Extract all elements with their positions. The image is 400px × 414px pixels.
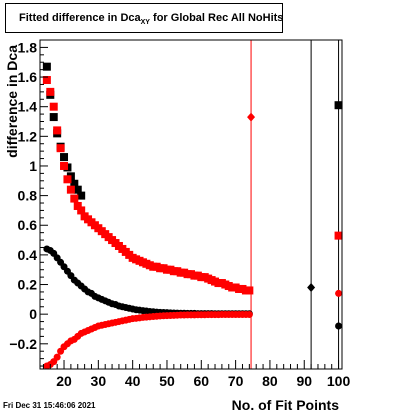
y-axis-label: difference in Dca bbox=[4, 45, 20, 158]
data-point-s0-11 bbox=[334, 101, 343, 110]
y-tick-label-5: 0.8 bbox=[18, 188, 38, 204]
data-point-s1-6 bbox=[63, 175, 72, 184]
data-point-s1-0 bbox=[42, 76, 51, 85]
data-point-s1-8 bbox=[70, 194, 79, 203]
title-prefix: Fitted difference in Dca bbox=[19, 12, 141, 24]
x-tick-label-5: 70 bbox=[228, 373, 244, 389]
x-tick-label-7: 90 bbox=[296, 373, 312, 389]
x-tick-label-0: 20 bbox=[56, 373, 72, 389]
y-tick-label-8: 1.4 bbox=[18, 99, 38, 115]
y-tick-label-4: 0.6 bbox=[18, 217, 38, 233]
data-point-s1-5 bbox=[60, 161, 69, 170]
data-point-s1-2 bbox=[49, 102, 58, 111]
data-point-s0-2 bbox=[49, 113, 58, 122]
x-tick-label-2: 40 bbox=[125, 373, 141, 389]
data-point-s0-10 bbox=[77, 191, 86, 200]
title-subscript: XY bbox=[140, 19, 150, 26]
x-tick-label-1: 30 bbox=[91, 373, 107, 389]
data-point-s1-59 bbox=[245, 286, 254, 295]
x-tick-label-3: 50 bbox=[159, 373, 175, 389]
data-point-s1-9 bbox=[73, 201, 82, 210]
data-point-s0-5 bbox=[60, 153, 69, 162]
data-point-s0-9 bbox=[73, 185, 82, 194]
data-point-s0-8 bbox=[70, 179, 79, 188]
y-tick-label-6: 1 bbox=[29, 158, 37, 174]
y-tick-label-7: 1.2 bbox=[18, 128, 38, 144]
reference-lines bbox=[250, 40, 340, 369]
data-point-s0-0 bbox=[42, 62, 51, 71]
data-point-s4-0 bbox=[247, 112, 256, 122]
chart-title: Fitted difference in DcaXY for Global Re… bbox=[5, 3, 283, 33]
plot-frame bbox=[39, 39, 343, 370]
x-axis-label: No. of Fit Points bbox=[232, 397, 340, 413]
data-point-s5-0 bbox=[307, 282, 316, 292]
title-suffix: for Global Rec All NoHits bbox=[149, 12, 284, 24]
data-point-s3-60 bbox=[335, 289, 343, 297]
data-point-s1-7 bbox=[66, 185, 75, 194]
y-tick-label-2: 0.2 bbox=[18, 277, 38, 293]
x-tick-label-6: 80 bbox=[262, 373, 278, 389]
y-tick-label-1: 0 bbox=[29, 306, 37, 322]
data-point-s1-60 bbox=[334, 231, 343, 240]
data-point-s1-3 bbox=[53, 126, 62, 135]
data-point-s3-59 bbox=[245, 310, 253, 318]
y-tick-label-9: 1.6 bbox=[18, 69, 38, 85]
y-tick-label-10: 1.8 bbox=[18, 39, 38, 55]
data-point-s1-4 bbox=[56, 144, 65, 153]
axes: −0.2 0 0.2 0.4 0.6 0.8 1 1.2 1.4 1.6 1.8 20 30 40 50 60… bbox=[4, 39, 350, 413]
data-point-s1-10 bbox=[77, 206, 86, 215]
data-point-s3-3 bbox=[53, 353, 61, 361]
x-tick-label-8: 100 bbox=[327, 373, 351, 389]
y-tick-label-0: −0.2 bbox=[9, 336, 37, 352]
data-markers bbox=[42, 62, 343, 370]
timestamp: Fri Dec 31 15:46:06 2021 bbox=[3, 401, 96, 410]
x-tick-label-4: 60 bbox=[194, 373, 210, 389]
y-tick-label-3: 0.4 bbox=[18, 247, 38, 263]
data-point-s1-1 bbox=[46, 87, 55, 96]
data-point-s2-60 bbox=[335, 322, 343, 330]
